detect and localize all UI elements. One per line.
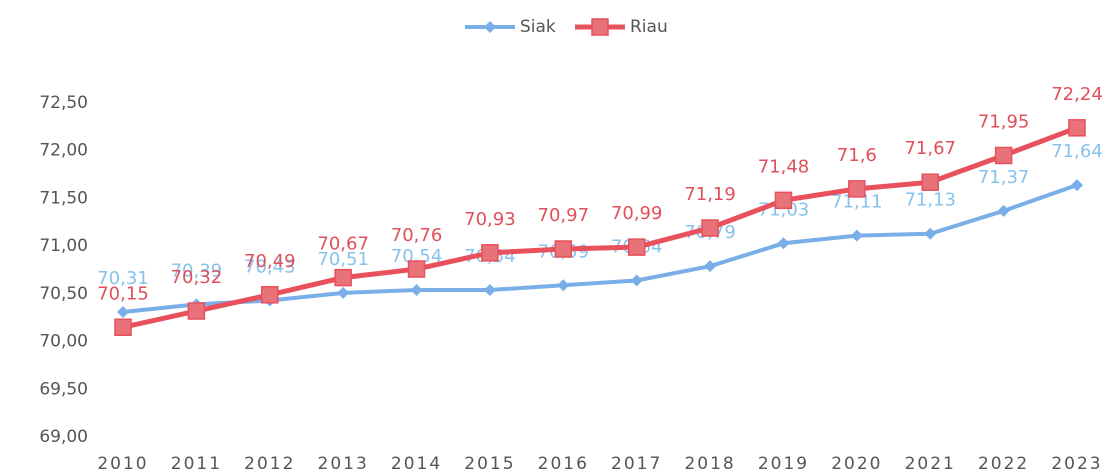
marker [1071,179,1083,192]
marker [407,260,426,278]
data-label: 70,49 [244,251,296,272]
data-label: 70,15 [97,283,149,304]
x-tick-label: 2020 [831,454,882,474]
legend-label: Siak [520,17,556,37]
data-label: 71,37 [978,167,1030,188]
y-tick-label: 72,00 [39,141,88,161]
data-label: 70,32 [171,267,223,288]
marker [483,284,496,297]
data-label: 70,93 [464,209,516,230]
x-tick-label: 2010 [97,454,148,474]
series-line [122,183,1078,314]
x-tick-label: 2017 [611,454,662,474]
x-tick-label: 2021 [905,454,956,474]
x-tick-label: 2014 [391,454,442,474]
y-tick-label: 70,00 [39,332,88,352]
y-tick-label: 72,50 [39,93,88,113]
data-label: 71,13 [904,190,956,211]
x-tick-label: 2018 [684,454,735,474]
marker [850,229,863,242]
marker [774,191,793,210]
marker [777,237,790,250]
marker [261,286,279,304]
data-label: 71,95 [978,111,1030,132]
y-tick-label: 69,00 [39,427,88,447]
marker [848,180,866,198]
data-label: 71,67 [904,138,956,159]
x-tick-label: 2022 [978,454,1029,474]
x-tick-label: 2015 [464,454,515,474]
data-label: 71,19 [684,184,736,205]
data-label: 70,67 [317,234,369,255]
marker [994,146,1013,165]
x-tick-label: 2023 [1051,454,1102,474]
marker [187,302,206,320]
data-label: 70,99 [611,203,663,224]
y-tick-label: 69,50 [39,379,88,399]
marker [484,21,496,33]
data-label: 72,24 [1051,84,1103,105]
marker [704,260,717,273]
marker [627,238,646,256]
marker [337,286,350,299]
marker [410,284,423,297]
marker [554,240,573,258]
legend-label: Riau [630,17,668,37]
data-label: 71,11 [831,192,883,213]
y-tick-label: 71,50 [39,188,88,208]
x-tick-label: 2011 [171,454,222,474]
data-label: 71,6 [837,145,877,166]
marker [557,279,570,292]
data-label: 70,31 [97,268,149,289]
data-label: 70,39 [171,260,223,281]
x-tick-label: 2016 [538,454,589,474]
marker [591,18,609,36]
x-tick-label: 2012 [244,454,295,474]
marker [114,318,132,337]
marker [997,204,1010,217]
y-tick-label: 71,00 [39,236,88,256]
data-label: 70,43 [244,257,296,278]
marker [334,268,352,287]
series-line [122,125,1078,330]
marker [1068,119,1086,137]
data-label: 70,54 [391,246,443,267]
marker [481,244,499,262]
data-label: 70,76 [391,225,443,246]
x-tick-label: 2013 [318,454,369,474]
marker [630,274,643,287]
marker [921,173,939,191]
data-label: 70,51 [317,249,369,270]
data-label: 71,64 [1051,141,1103,162]
data-label: 70,97 [538,205,590,226]
marker [924,227,937,240]
data-label: 71,48 [758,156,810,177]
marker [701,219,719,237]
marker [117,305,129,318]
y-tick-label: 70,50 [39,284,88,304]
x-tick-label: 2019 [758,454,809,474]
